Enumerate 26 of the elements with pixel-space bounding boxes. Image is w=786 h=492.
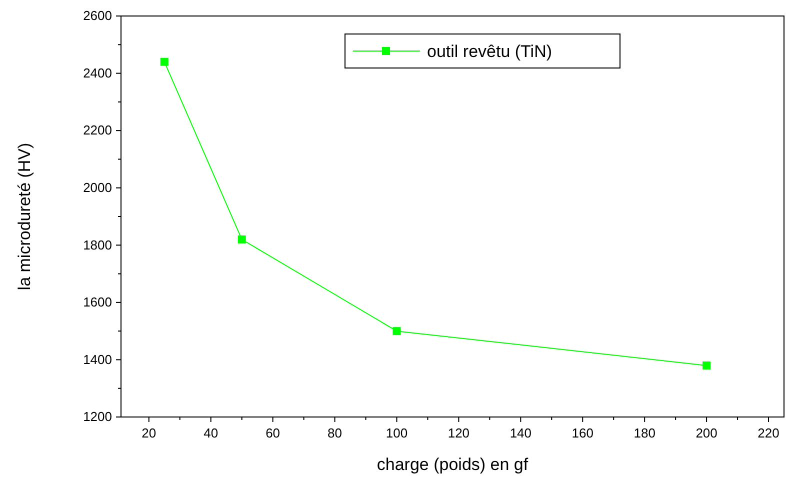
x-axis-title: charge (poids) en gf [376,455,528,474]
y-tick-label: 1800 [83,237,112,252]
x-tick-label: 120 [448,426,470,441]
x-tick-label: 60 [266,426,280,441]
y-tick-label: 1600 [83,294,112,310]
x-tick-label: 80 [328,426,342,441]
y-tick-label: 2200 [83,122,112,138]
x-tick-label: 40 [204,426,218,441]
point [238,235,246,244]
y-tick-label: 2600 [83,8,112,24]
point [392,327,401,336]
x-tick-label: 140 [510,426,532,441]
y-tick-label: 2000 [83,180,112,196]
x-tick-label: 20 [142,426,156,441]
x-tick-label: 160 [572,426,594,441]
x-tick-label: 180 [634,426,656,441]
x-tick-label: 100 [386,426,408,441]
legend-label: outil revêtu (TiN) [427,42,552,61]
y-tick-label: 1400 [83,352,112,367]
point [702,361,711,370]
y-axis-title: la microdureté (HV) [15,142,34,290]
x-tick-label: 220 [758,426,780,441]
x-tick-label: 200 [696,426,718,441]
point [160,58,168,66]
y-tick-label: 2400 [83,65,112,80]
y-tick-label: 1200 [83,409,112,424]
